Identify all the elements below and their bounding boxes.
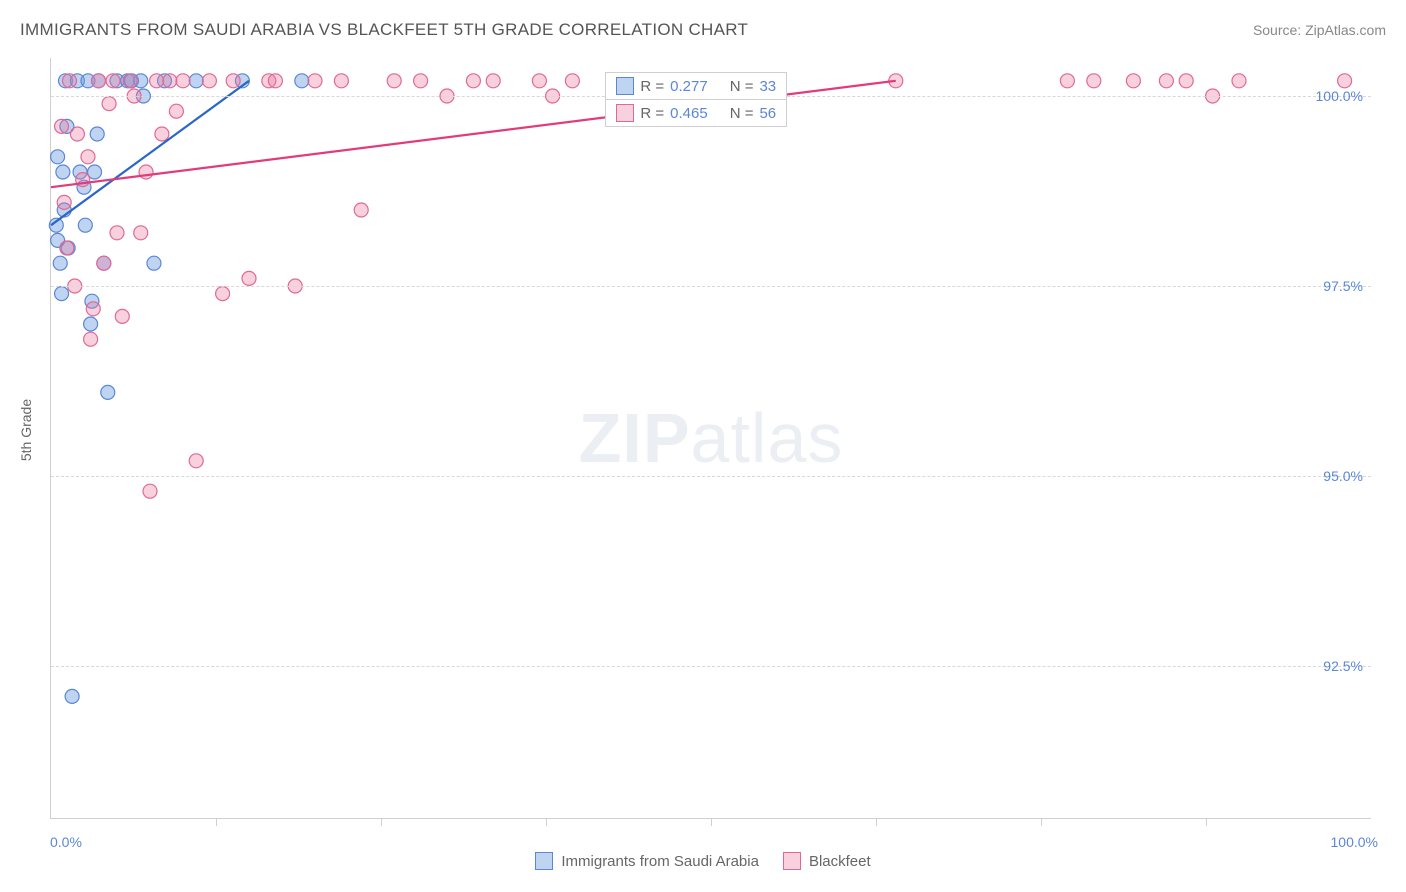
data-point <box>150 74 164 88</box>
data-point <box>78 218 92 232</box>
data-point <box>216 287 230 301</box>
data-point <box>70 127 84 141</box>
data-point <box>55 119 69 133</box>
data-point <box>1126 74 1140 88</box>
data-point <box>65 689 79 703</box>
y-tick-label: 92.5% <box>1323 658 1363 674</box>
data-point <box>84 332 98 346</box>
x-tick <box>381 818 382 826</box>
data-point <box>169 104 183 118</box>
n-value: 56 <box>759 105 776 122</box>
gridline <box>51 666 1371 667</box>
data-point <box>102 97 116 111</box>
data-point <box>189 454 203 468</box>
data-point <box>387 74 401 88</box>
data-point <box>101 385 115 399</box>
data-point <box>334 74 348 88</box>
r-label: R = <box>640 105 664 122</box>
data-point <box>354 203 368 217</box>
data-point <box>189 74 203 88</box>
y-tick-label: 100.0% <box>1316 88 1363 104</box>
data-point <box>134 226 148 240</box>
x-min-label: 0.0% <box>50 834 82 850</box>
legend-label: Immigrants from Saudi Arabia <box>561 853 759 870</box>
data-point <box>97 256 111 270</box>
data-point <box>92 74 106 88</box>
data-point <box>86 302 100 316</box>
x-tick <box>216 818 217 826</box>
y-axis-label: 5th Grade <box>18 399 34 461</box>
data-point <box>155 127 169 141</box>
data-point <box>62 74 76 88</box>
n-label: N = <box>730 105 754 122</box>
x-tick <box>711 818 712 826</box>
data-point <box>56 165 70 179</box>
stats-box: R = 0.465 N = 56 <box>605 99 787 127</box>
plot-area: ZIPatlas 100.0%97.5%95.0%92.5%R =0.277N … <box>50 58 1371 819</box>
data-point <box>163 74 177 88</box>
data-point <box>57 195 71 209</box>
r-value: 0.277 <box>670 78 708 95</box>
data-point <box>308 74 322 88</box>
data-point <box>147 256 161 270</box>
data-point <box>106 74 120 88</box>
data-point <box>176 74 190 88</box>
x-tick <box>1041 818 1042 826</box>
data-point <box>1060 74 1074 88</box>
y-tick-label: 97.5% <box>1323 278 1363 294</box>
data-point <box>90 127 104 141</box>
legend-item: Blackfeet <box>783 852 871 870</box>
legend-swatch-icon <box>616 77 634 95</box>
legend-swatch-icon <box>616 104 634 122</box>
data-point <box>414 74 428 88</box>
data-point <box>226 74 240 88</box>
legend-bottom: Immigrants from Saudi Arabia Blackfeet <box>0 852 1406 874</box>
data-point <box>81 150 95 164</box>
legend-swatch-icon <box>783 852 801 870</box>
data-point <box>242 271 256 285</box>
data-point <box>1338 74 1352 88</box>
data-point <box>143 484 157 498</box>
legend-swatch-icon <box>535 852 553 870</box>
data-point <box>51 150 65 164</box>
data-point <box>1087 74 1101 88</box>
y-tick-label: 95.0% <box>1323 468 1363 484</box>
x-tick <box>546 818 547 826</box>
data-point <box>268 74 282 88</box>
x-tick <box>876 818 877 826</box>
r-value: 0.465 <box>670 105 708 122</box>
data-point <box>532 74 546 88</box>
data-point <box>486 74 500 88</box>
legend-label: Blackfeet <box>809 853 871 870</box>
data-point <box>565 74 579 88</box>
data-point <box>466 74 480 88</box>
legend-item: Immigrants from Saudi Arabia <box>535 852 759 870</box>
gridline <box>51 286 1371 287</box>
data-point <box>55 287 69 301</box>
data-point <box>123 74 137 88</box>
x-max-label: 100.0% <box>1331 834 1378 850</box>
data-point <box>1179 74 1193 88</box>
source-label: Source: ZipAtlas.com <box>1253 22 1386 38</box>
regression-line <box>51 81 249 225</box>
gridline <box>51 476 1371 477</box>
n-value: 33 <box>759 78 776 95</box>
stats-box: R = 0.277 N = 33 <box>605 72 787 100</box>
chart-title: IMMIGRANTS FROM SAUDI ARABIA VS BLACKFEE… <box>20 20 748 40</box>
data-point <box>202 74 216 88</box>
data-point <box>1232 74 1246 88</box>
data-point <box>53 256 67 270</box>
data-point <box>295 74 309 88</box>
data-point <box>84 317 98 331</box>
data-point <box>60 241 74 255</box>
data-point <box>110 226 124 240</box>
r-label: R = <box>640 78 664 95</box>
x-tick <box>1206 818 1207 826</box>
plot-svg <box>51 58 1371 818</box>
data-point <box>115 309 129 323</box>
n-label: N = <box>730 78 754 95</box>
data-point <box>1159 74 1173 88</box>
